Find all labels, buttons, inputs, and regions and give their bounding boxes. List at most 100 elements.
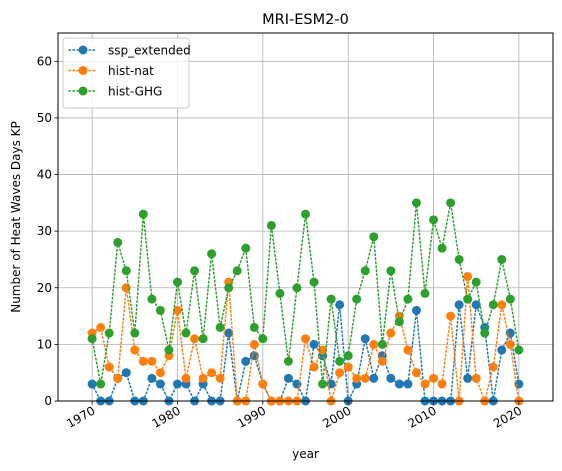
x-tick-label: 2000 — [320, 403, 353, 430]
data-point — [352, 373, 362, 383]
data-point — [147, 294, 157, 304]
data-point — [309, 362, 319, 372]
y-tick-label: 40 — [37, 168, 52, 182]
data-point — [198, 334, 208, 344]
data-point — [207, 249, 217, 259]
data-point — [96, 322, 106, 332]
data-point — [181, 328, 191, 338]
data-point — [335, 368, 345, 378]
data-point — [121, 283, 131, 293]
data-point — [497, 254, 507, 264]
x-tick-label: 1980 — [150, 403, 183, 430]
data-point — [446, 311, 456, 321]
data-point — [164, 345, 174, 355]
data-point — [463, 373, 473, 383]
data-point — [386, 266, 396, 276]
data-point — [87, 334, 97, 344]
data-point — [335, 356, 345, 366]
chart-title: MRI-ESM2-0 — [262, 12, 349, 28]
legend-label: ssp_extended — [108, 44, 191, 58]
data-point — [454, 300, 464, 310]
data-point — [343, 362, 353, 372]
data-point — [335, 300, 345, 310]
data-point — [87, 379, 97, 389]
y-tick-label: 30 — [37, 224, 52, 238]
data-point — [190, 266, 200, 276]
data-point — [369, 373, 379, 383]
y-tick-label: 20 — [37, 281, 52, 295]
data-point — [429, 215, 439, 225]
series-1 — [87, 271, 524, 406]
data-point — [104, 362, 114, 372]
data-point — [514, 345, 524, 355]
y-tick-label: 50 — [37, 111, 52, 125]
data-point — [309, 339, 319, 349]
data-point — [411, 305, 421, 315]
legend-item: ssp_extended — [68, 44, 191, 58]
data-point — [249, 322, 259, 332]
data-point — [138, 209, 148, 219]
data-point — [497, 345, 507, 355]
data-point — [394, 379, 404, 389]
data-point — [437, 243, 447, 253]
data-point — [360, 334, 370, 344]
data-point — [172, 277, 182, 287]
data-point — [155, 305, 165, 315]
data-point — [505, 339, 515, 349]
x-axis-label: year — [292, 447, 319, 461]
data-point — [198, 373, 208, 383]
data-point — [377, 356, 387, 366]
y-tick-label: 60 — [37, 54, 52, 68]
data-point — [497, 300, 507, 310]
x-tick-label: 2020 — [491, 403, 524, 430]
data-point — [249, 339, 259, 349]
data-point — [394, 317, 404, 327]
x-tick-label: 1970 — [64, 403, 97, 430]
series-2 — [87, 198, 524, 389]
data-point — [369, 232, 379, 242]
legend-label: hist-GHG — [108, 85, 162, 99]
data-point — [241, 356, 251, 366]
data-point — [224, 283, 234, 293]
data-point — [480, 328, 490, 338]
data-point — [326, 294, 336, 304]
data-point — [190, 334, 200, 344]
data-point — [96, 379, 106, 389]
data-point — [283, 373, 293, 383]
data-point — [172, 305, 182, 315]
data-point — [147, 373, 157, 383]
data-point — [266, 220, 276, 230]
data-point — [360, 266, 370, 276]
data-point — [343, 351, 353, 361]
data-point — [403, 345, 413, 355]
data-point — [232, 266, 242, 276]
data-point — [172, 379, 182, 389]
data-point — [215, 322, 225, 332]
data-point — [113, 237, 123, 247]
data-point — [429, 373, 439, 383]
data-point — [369, 339, 379, 349]
data-point — [377, 339, 387, 349]
data-point — [471, 277, 481, 287]
legend-item: hist-GHG — [68, 85, 162, 99]
data-point — [420, 288, 430, 298]
data-point — [411, 198, 421, 208]
plot-frame — [57, 32, 554, 402]
data-point — [386, 328, 396, 338]
legend-marker — [78, 45, 88, 55]
data-point — [121, 266, 131, 276]
data-point — [130, 345, 140, 355]
data-point — [309, 277, 319, 287]
series-layer — [87, 198, 524, 406]
data-point — [155, 379, 165, 389]
legend-item: hist-nat — [68, 64, 154, 78]
data-point — [352, 294, 362, 304]
y-tick-label: 10 — [37, 337, 52, 351]
data-point — [488, 300, 498, 310]
grid-layer — [58, 33, 553, 402]
data-point — [224, 328, 234, 338]
legend: ssp_extended hist-nat hist-GHG — [62, 37, 191, 109]
y-axis-label: Number of Heat Waves Days KP — [9, 121, 23, 313]
data-point — [360, 373, 370, 383]
